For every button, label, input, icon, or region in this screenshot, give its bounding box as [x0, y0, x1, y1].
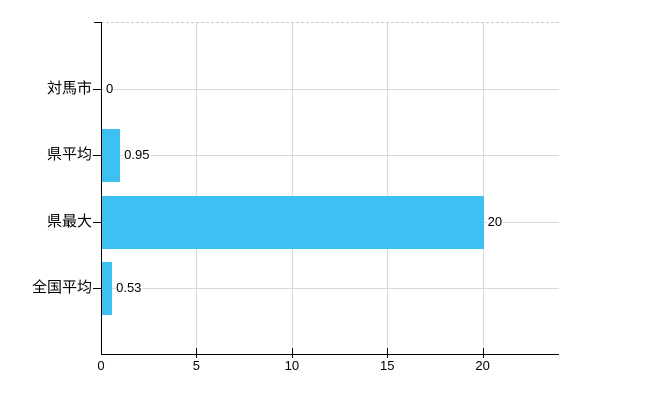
x-gridline: [482, 22, 484, 355]
x-tick: [387, 348, 389, 358]
category-tick: [93, 155, 101, 157]
category-gridline: [102, 288, 559, 290]
x-tick-label: 5: [192, 358, 201, 373]
plot-area: 0 0.95 20 0.53: [93, 22, 559, 358]
x-tick-label: 20: [475, 358, 490, 373]
x-tick: [291, 348, 293, 358]
category-label: 県最大: [46, 212, 92, 230]
bar: [102, 195, 484, 249]
x-tick: [196, 348, 198, 358]
category-tick: [93, 88, 101, 90]
value-label: 20: [486, 213, 504, 230]
category-gridline: [102, 88, 559, 90]
x-tick-label: 15: [380, 358, 395, 373]
value-label: 0.95: [123, 147, 151, 164]
value-label: 0: [105, 80, 115, 97]
category-label: 県平均: [46, 146, 92, 164]
x-gridline: [291, 22, 293, 355]
x-axis-line: [101, 354, 559, 355]
plot-top-dashed-border: [101, 22, 559, 23]
category-tick: [93, 288, 101, 290]
category-gridline: [102, 155, 559, 157]
x-tick-label: 0: [97, 358, 105, 373]
y-axis-line: [101, 22, 102, 355]
bar: [102, 129, 121, 183]
y-axis-top-tick: [94, 22, 101, 23]
x-gridline: [196, 22, 198, 355]
category-tick: [93, 221, 101, 223]
x-tick: [482, 348, 484, 358]
x-gridline: [387, 22, 389, 355]
bar: [102, 262, 113, 316]
category-label: 対馬市: [46, 79, 92, 97]
category-label: 全国平均: [31, 279, 92, 297]
x-tick-label: 10: [284, 358, 300, 373]
value-label: 0.53: [115, 280, 143, 297]
